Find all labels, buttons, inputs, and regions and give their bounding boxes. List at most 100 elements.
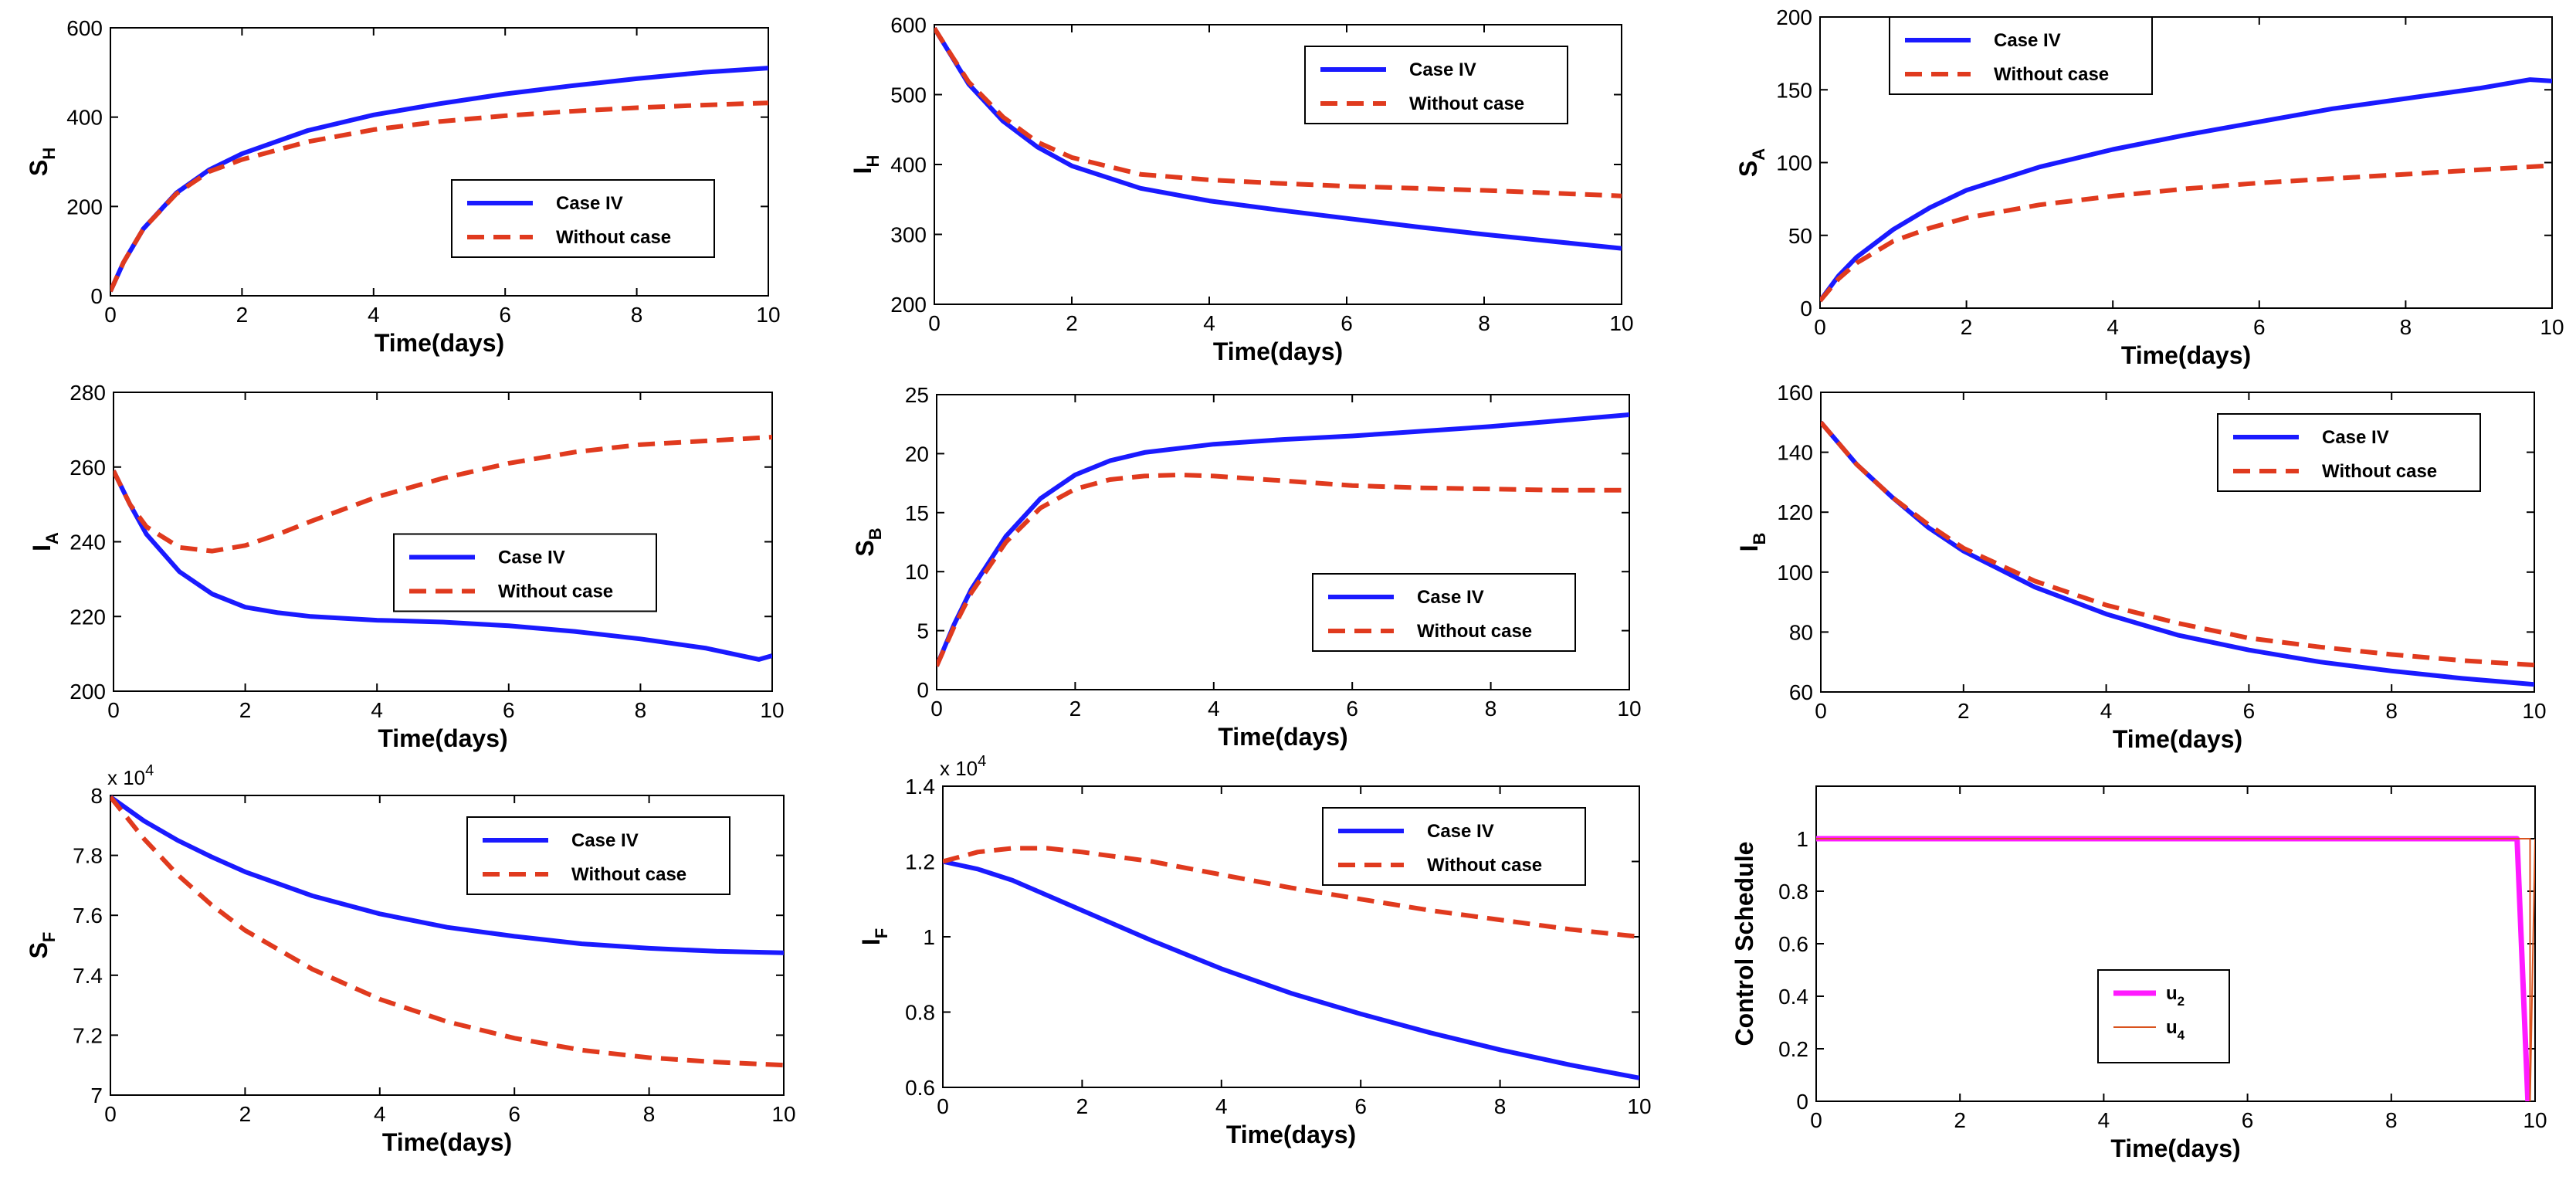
series-group: [1820, 77, 2552, 303]
y-multiplier-base: x 10: [107, 766, 145, 789]
x-axis-label: Time(days): [1218, 723, 1347, 751]
legend-label-main: Without case: [2322, 461, 2437, 482]
legend-label: Case IV: [1427, 821, 1494, 842]
chart-p5: 0 2 4 6 8 10 0 5 10 15 20 25 Time(days) SB Case IV With…: [851, 383, 1642, 751]
x-tick-label: 10: [771, 1102, 795, 1126]
y-axis-label: SH: [25, 148, 59, 176]
y-axis-label: IH: [849, 155, 883, 175]
legend-label-main: Case IV: [571, 830, 639, 851]
y-tick-label: 200: [66, 195, 103, 219]
y-tick-label: 200: [1776, 5, 1812, 29]
series-line-without-case: [1821, 420, 2534, 668]
legend-label-sub: 2: [2178, 994, 2185, 1009]
legend-label: Without case: [1417, 621, 1532, 642]
legend: Case IV Without case: [1304, 46, 1568, 124]
x-tick-label: 10: [2523, 1108, 2547, 1132]
legend-label: Case IV: [1417, 587, 1484, 608]
legend-label-main: Without case: [556, 227, 671, 248]
legend-box: [2217, 413, 2481, 492]
x-tick-label: 2: [1066, 311, 1078, 335]
legend-label-main: Without case: [1994, 64, 2109, 85]
x-tick-label: 4: [2098, 1108, 2110, 1132]
legend-label-main: u: [2166, 1017, 2178, 1038]
legend-label-main: Without case: [571, 864, 686, 885]
y-axis-label-sub: B: [866, 527, 885, 540]
y-tick-label: 0.4: [1778, 985, 1808, 1009]
y-tick-label: 400: [66, 106, 103, 130]
chart-p4: 0 2 4 6 8 10 200 220 240 260 280 Time(days) IA Case I…: [28, 381, 785, 752]
x-tick-label: 4: [1215, 1094, 1228, 1118]
y-axis-label-main: S: [25, 942, 53, 958]
y-multiplier-exp: 4: [978, 753, 986, 770]
series-group: [943, 846, 1639, 1080]
y-tick-label: 0.6: [905, 1076, 935, 1100]
series-line-case-iv: [1821, 420, 2534, 687]
x-axis-label: Time(days): [1226, 1121, 1356, 1148]
y-tick-label: 1.4: [905, 775, 935, 799]
y-tick-label: 7: [90, 1084, 103, 1107]
chart-p9: 0 2 4 6 8 10 0 0.2 0.4 0.6 0.8 1 Time(days) Control S…: [1730, 785, 2547, 1162]
series-line-without-case: [110, 795, 784, 1068]
x-tick-label: 6: [2253, 315, 2266, 339]
y-tick-label: 300: [890, 223, 927, 247]
legend-label-main: Case IV: [1417, 587, 1484, 608]
y-axis-label-sub: F: [872, 928, 891, 938]
y-tick-label: 600: [66, 16, 103, 40]
y-axis-label-main: I: [28, 544, 56, 551]
y-tick-label: 100: [1777, 561, 1813, 585]
y-axis-label-main: S: [851, 540, 879, 556]
legend-box: [1304, 46, 1568, 124]
x-tick-label: 8: [1478, 311, 1490, 335]
legend: Case IV Without case: [2217, 413, 2481, 492]
y-tick-label: 0.8: [905, 1001, 935, 1025]
legend-label: Case IV: [556, 193, 623, 214]
chart-p6: 0 2 4 6 8 10 60 80 100 120 140 160 Time(days) IB Case …: [1735, 381, 2547, 753]
series-group: [110, 795, 784, 1068]
x-tick-label: 4: [1208, 697, 1220, 721]
x-axis-label: Time(days): [2113, 725, 2242, 753]
x-tick-label: 0: [930, 697, 943, 721]
x-axis-label: Time(days): [378, 724, 507, 752]
y-axis-label-sub: H: [863, 155, 883, 168]
chart-p2: 0 2 4 6 8 10 200 300 400 500 600 Time(days) IH Case I…: [849, 13, 1634, 365]
y-axis-label-sub: F: [39, 932, 59, 942]
y-tick-label: 600: [890, 13, 927, 37]
y-axis-label: IF: [857, 928, 891, 945]
y-tick-label: 0.8: [1778, 880, 1808, 904]
x-axis-label: Time(days): [2121, 341, 2251, 369]
x-tick-label: 10: [1617, 697, 1641, 721]
y-tick-label: 120: [1777, 500, 1813, 524]
x-tick-label: 0: [1810, 1108, 1822, 1132]
series-line-case-iv: [110, 795, 784, 955]
x-tick-label: 2: [1076, 1094, 1089, 1118]
legend-label-main: Case IV: [1409, 59, 1476, 80]
series-group: [1816, 836, 2535, 1101]
y-tick-label: 5: [917, 619, 929, 643]
y-axis-label-sub: B: [1750, 533, 1769, 545]
legend: Case IV Without case: [1889, 16, 2153, 95]
x-tick-label: 8: [2385, 1108, 2398, 1132]
y-multiplier: x 104: [940, 753, 986, 780]
y-axis-label-sub: H: [39, 148, 59, 160]
y-tick-label: 0: [1796, 1090, 1808, 1114]
series-line-without-case: [110, 100, 768, 293]
y-multiplier: x 104: [107, 762, 154, 789]
x-tick-label: 0: [1814, 315, 1826, 339]
y-axis-label-main: Control Schedule: [1730, 842, 1758, 1046]
legend: Case IV Without case: [393, 533, 657, 612]
x-tick-label: 0: [107, 698, 120, 722]
y-tick-label: 100: [1776, 151, 1812, 175]
y-axis-label: SB: [851, 527, 885, 556]
series-group: [934, 26, 1622, 251]
x-axis-label: Time(days): [1213, 337, 1343, 365]
x-tick-label: 6: [1346, 697, 1358, 721]
x-axis-label: Time(days): [2110, 1134, 2240, 1162]
legend-label: u2: [2166, 983, 2185, 1009]
x-tick-label: 2: [239, 698, 252, 722]
y-axis-label-main: S: [25, 160, 53, 176]
x-tick-label: 2: [239, 1102, 252, 1126]
y-tick-label: 50: [1788, 224, 1812, 248]
legend-label-sub: 4: [2178, 1028, 2185, 1043]
series-line-without-case: [943, 846, 1639, 939]
x-tick-label: 8: [2400, 315, 2412, 339]
